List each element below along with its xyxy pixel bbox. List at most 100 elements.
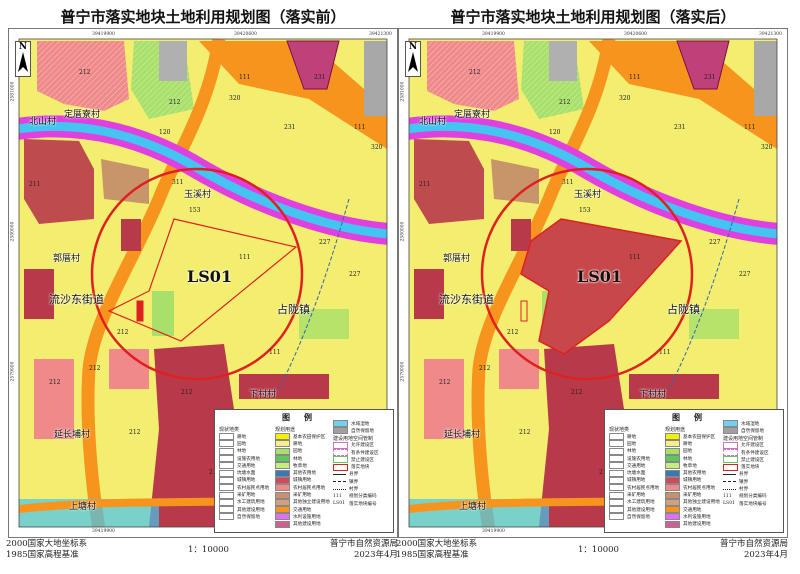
- legend-swatch: [333, 449, 348, 457]
- legend-swatch: [219, 433, 234, 441]
- land-code: 212: [439, 379, 451, 386]
- legend-swatch: [333, 463, 348, 471]
- legend-item: 采矿用地: [219, 491, 269, 499]
- legend-label: 耕地: [627, 434, 637, 440]
- legend-label: 农村居民点用地: [683, 485, 716, 491]
- legend-item: 基本农田保护区: [275, 433, 330, 441]
- town-block: [414, 139, 484, 224]
- footer-left: 2000国家大地坐标系 1985国家高程基准: [396, 539, 477, 561]
- issue-date: 2023年4月: [743, 550, 788, 560]
- legend-swatch: [609, 506, 624, 514]
- boundary-line-swatch: [333, 488, 346, 490]
- legend-label: 水工建筑用地: [237, 500, 265, 506]
- legend-swatch: [665, 484, 680, 492]
- legend-swatch: [665, 476, 680, 484]
- legend-label: 交通用地: [683, 507, 702, 513]
- land-code: 111: [354, 124, 366, 131]
- land-code: 227: [709, 239, 721, 246]
- legend-label: 允许建设区: [741, 443, 764, 449]
- legend-label: 村界: [739, 487, 749, 493]
- land-code: 212: [559, 99, 571, 106]
- legend-title: 图例: [672, 412, 716, 422]
- land-code: 212: [469, 69, 481, 76]
- legend-label: 其他独立建设用地: [293, 500, 330, 506]
- boundary-line-swatch: [333, 473, 346, 475]
- legend-swatch: [219, 498, 234, 506]
- legend-label: 允许建设区: [351, 443, 374, 449]
- coord-x-top: 39420600: [234, 32, 257, 37]
- place-label: 下村村: [639, 390, 667, 400]
- legend-swatch: [665, 455, 680, 463]
- legend-sample: LS01: [723, 501, 736, 507]
- legend-item: 村界: [333, 485, 379, 492]
- legend-swatch: [275, 447, 290, 455]
- legend-label: 落实地块编号: [739, 501, 767, 507]
- place-label: 下村村: [249, 390, 277, 400]
- highway: [81, 39, 226, 527]
- legend-swatch: [665, 447, 680, 455]
- legend-swatch: [609, 433, 624, 441]
- coord-x-top: 39419900: [92, 32, 115, 37]
- legend-swatch: [219, 440, 234, 448]
- legend-label: 村界: [349, 487, 359, 493]
- legend-swatch: [665, 433, 680, 441]
- other-construction: [286, 40, 340, 90]
- legend-item: 基本农田保护区: [665, 433, 720, 441]
- legend-item: 采矿用地: [665, 491, 720, 499]
- land-code: 111: [659, 349, 671, 356]
- legend-item: 其他农用地: [275, 469, 330, 477]
- legend-item: 111 规划分类编码: [723, 493, 769, 500]
- legend-label: 县界: [739, 472, 749, 478]
- legend-item: 允许建设区: [723, 441, 769, 449]
- legend-item: 落实地块: [333, 463, 379, 471]
- legend-swatch: [665, 491, 680, 499]
- coord-y-left: 2580000: [400, 221, 406, 242]
- legend-label: 其他建设用地: [293, 522, 321, 528]
- land-code: 153: [579, 207, 591, 214]
- legend-label: 耕地: [683, 441, 693, 447]
- legend-item: 允许建设区: [333, 441, 379, 449]
- land-code: 120: [549, 129, 561, 136]
- legend-item: 水利设施用地: [275, 513, 330, 521]
- legend-item: 交通用地: [609, 462, 659, 470]
- legend-label: 基本农田保护区: [683, 434, 716, 440]
- legend-swatch: [275, 491, 290, 499]
- legend-item: 园地: [609, 440, 659, 448]
- legend-swatch: [275, 513, 290, 521]
- place-label: 占陇镇: [277, 303, 310, 316]
- other-construction: [676, 40, 730, 90]
- boundary-line-swatch: [723, 473, 736, 475]
- coord-y-left: 2579000: [400, 361, 406, 382]
- land-code: 231: [314, 74, 326, 81]
- parcel-id-label: LS01: [577, 267, 623, 286]
- parcel-small: [520, 300, 528, 322]
- legend-label: 林地: [683, 456, 693, 462]
- land-code: 320: [229, 95, 241, 102]
- legend-swatch: [665, 440, 680, 448]
- legend-swatch: [723, 449, 738, 457]
- land-code: 227: [349, 271, 361, 278]
- legend-swatch: [275, 520, 290, 528]
- legend-item: 其他独立建设用地: [665, 498, 720, 506]
- north-arrow-icon: N: [15, 41, 31, 77]
- legend-item: 自然保留地: [609, 513, 659, 521]
- legend-label: 林地: [293, 456, 303, 462]
- highway: [471, 39, 616, 527]
- legend-item: 自然保留地: [333, 427, 379, 435]
- legend-item: 水域湿地: [723, 420, 769, 428]
- legend-label: 园地: [627, 441, 637, 447]
- legend-label: 耕地: [293, 441, 303, 447]
- land-code: 111: [269, 349, 281, 356]
- land-code: 212: [571, 389, 583, 396]
- legend-swatch: [609, 484, 624, 492]
- legend-label: 其他建设用地: [627, 507, 655, 513]
- place-label: 郭厝村: [443, 254, 471, 264]
- road-area: [199, 41, 387, 149]
- legend-swatch: [665, 469, 680, 477]
- land-code: 212: [479, 365, 491, 372]
- legend-label: 采矿用地: [627, 493, 646, 499]
- legend-item: 城镇用地: [219, 476, 269, 484]
- legend-label: 城镇用地: [627, 478, 646, 484]
- legend-swatch: [275, 455, 290, 463]
- legend-label: 其他建设用地: [683, 522, 711, 528]
